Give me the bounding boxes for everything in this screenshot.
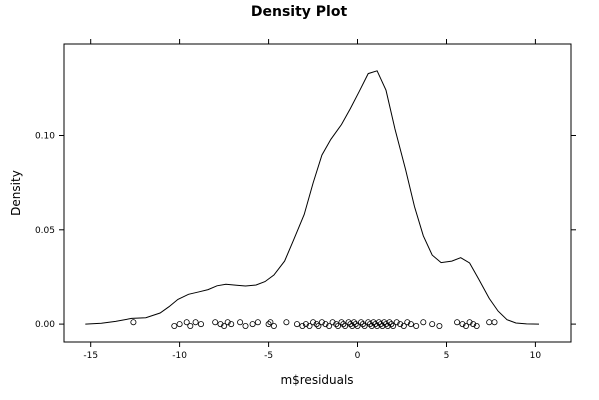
residual-point [470,321,477,328]
residual-point [473,322,480,329]
residual-point [270,322,277,329]
residual-point [429,321,436,328]
residual-point [183,319,190,326]
residual-point [466,319,473,326]
x-tick-label: 0 [355,351,361,361]
residual-point [310,319,317,326]
residual-point [192,319,199,326]
residual-point [454,319,461,326]
residual-point [334,322,341,329]
residual-point [283,319,290,326]
residual-point [413,322,420,329]
residual-point [302,321,309,328]
residual-point [342,322,349,329]
residual-point [354,322,361,329]
density-curve [85,70,540,325]
residual-point [491,319,498,326]
residual-point [217,321,224,328]
residual-point [267,319,274,326]
residual-point [358,319,365,326]
residual-point [397,321,404,328]
residual-point [326,322,333,329]
residual-point [293,321,300,328]
residual-point [237,319,244,326]
residual-point [254,319,261,326]
residual-point [224,319,231,326]
residual-point [212,319,219,326]
residual-point [171,322,178,329]
residual-point [390,322,397,329]
residual-point [462,322,469,329]
residual-point [420,319,427,326]
residual-point [486,319,493,326]
residual-point [315,322,322,329]
residual-point [359,321,366,328]
residual-point [340,321,347,328]
residual-point [388,321,395,328]
residual-point [407,321,414,328]
residual-point [322,321,329,328]
x-tick-label: -15 [83,351,98,361]
x-tick-label: -10 [172,351,187,361]
residual-point [436,322,443,329]
y-tick-label: 0.10 [35,132,55,142]
residual-point [400,322,407,329]
x-axis-label: m$residuals [280,373,353,387]
residual-point [313,321,320,328]
x-tick-label: -5 [264,351,273,361]
residual-point [393,319,400,326]
residual-point [404,319,411,326]
residual-point [130,319,137,326]
y-axis-label: Density [9,170,23,216]
residual-point [352,321,359,328]
residual-point [333,321,340,328]
residual-point [338,319,345,326]
residual-point [350,319,357,326]
series-layer [85,70,540,329]
residual-point [221,322,228,329]
y-axis-ticks: 0.00 0.05 0.10 [35,132,576,330]
residual-point [176,321,183,328]
residual-point [459,321,466,328]
y-tick-label: 0.05 [35,226,55,236]
residual-point [249,321,256,328]
y-tick-label: 0.00 [35,320,55,330]
residual-point [329,319,336,326]
residual-point [299,322,306,329]
residual-point [228,321,235,328]
residual-point [318,319,325,326]
residual-point [242,322,249,329]
chart-title: Density Plot [251,4,348,20]
residual-point [386,319,393,326]
x-tick-label: 5 [444,351,450,361]
residual-point [265,321,272,328]
residual-point [187,322,194,329]
residual-point [361,322,368,329]
plot-frame [63,43,572,343]
x-axis-ticks: -15 -10 -5 0 5 10 [83,39,541,361]
residual-point [197,321,204,328]
x-tick-label: 10 [530,351,542,361]
residual-point [306,322,313,329]
